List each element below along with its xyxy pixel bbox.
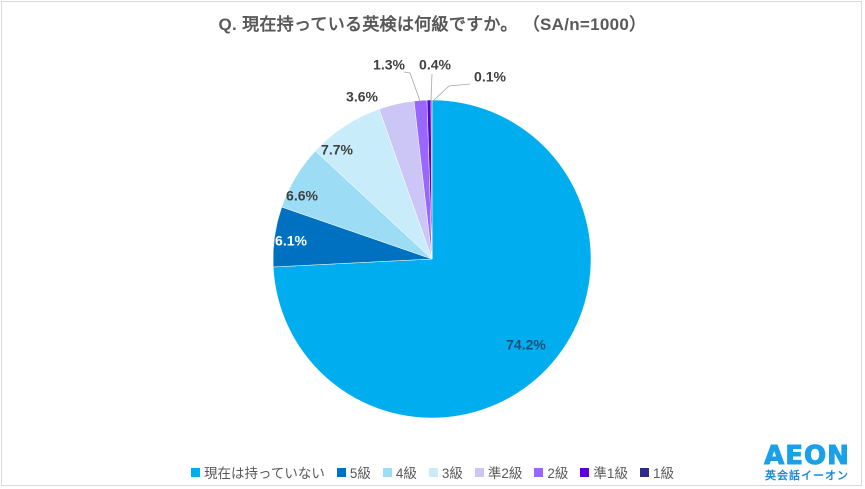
legend-item-7: 1級 — [639, 462, 674, 482]
legend-item-0: 現在は持っていない — [191, 462, 325, 482]
data-label-1: 6.1% — [275, 233, 307, 249]
legend-swatch-icon — [534, 467, 544, 477]
legend-item-2: 4級 — [382, 462, 417, 482]
data-label-5: 1.3% — [373, 57, 405, 73]
leader-line-7 — [432, 83, 471, 102]
logo-subtitle: 英会話イーオン — [765, 470, 849, 482]
aeon-logo: AEON 英会話イーオン — [757, 442, 857, 483]
legend-label: 準1級 — [593, 466, 628, 481]
legend-label: 準2級 — [487, 466, 523, 481]
legend-item-6: 準1級 — [580, 462, 628, 482]
legend-label: 現在は持っていない — [204, 466, 325, 481]
chart-title: Q. 現在持っている英検は何級ですか。 （SA/n=1000） — [218, 15, 647, 34]
legend-item-3: 3級 — [428, 462, 463, 482]
legend-item-4: 準2級 — [474, 462, 523, 482]
legend-label: 2級 — [547, 466, 569, 481]
legend-swatch-icon — [382, 467, 392, 477]
data-label-0: 74.2% — [506, 337, 546, 353]
legend-swatch-icon — [191, 467, 201, 477]
data-label-7: 0.1% — [474, 69, 506, 85]
legend-label: 4級 — [395, 466, 417, 481]
legend-item-1: 5級 — [336, 462, 371, 482]
data-label-6: 0.4% — [419, 57, 451, 73]
legend: 現在は持っていない 5級 4級 3級 準2級 2級 準1級 1級 — [0, 462, 865, 482]
legend-swatch-icon — [639, 467, 649, 477]
legend-item-5: 2級 — [534, 462, 568, 482]
leader-line-5 — [403, 71, 421, 102]
legend-swatch-icon — [580, 467, 590, 477]
legend-swatch-icon — [428, 467, 438, 477]
leader-line-6 — [430, 73, 433, 102]
logo-wordmark: AEON — [764, 441, 850, 471]
data-label-4: 3.6% — [346, 89, 378, 105]
legend-label: 5級 — [349, 466, 371, 481]
legend-swatch-icon — [336, 467, 346, 477]
legend-swatch-icon — [474, 467, 484, 477]
data-label-3: 7.7% — [321, 142, 353, 158]
data-label-2: 6.6% — [286, 188, 318, 204]
legend-label: 3級 — [441, 466, 463, 481]
legend-label: 1級 — [652, 466, 674, 481]
data-labels: 74.2% 6.1% 6.6% 7.7% 3.6% 1.3% 0.4% 0.1% — [275, 57, 546, 353]
leader-lines — [403, 71, 471, 102]
